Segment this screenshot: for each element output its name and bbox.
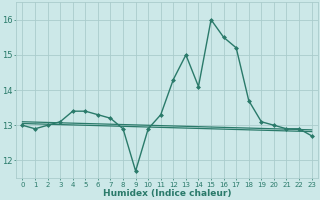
X-axis label: Humidex (Indice chaleur): Humidex (Indice chaleur) — [103, 189, 231, 198]
